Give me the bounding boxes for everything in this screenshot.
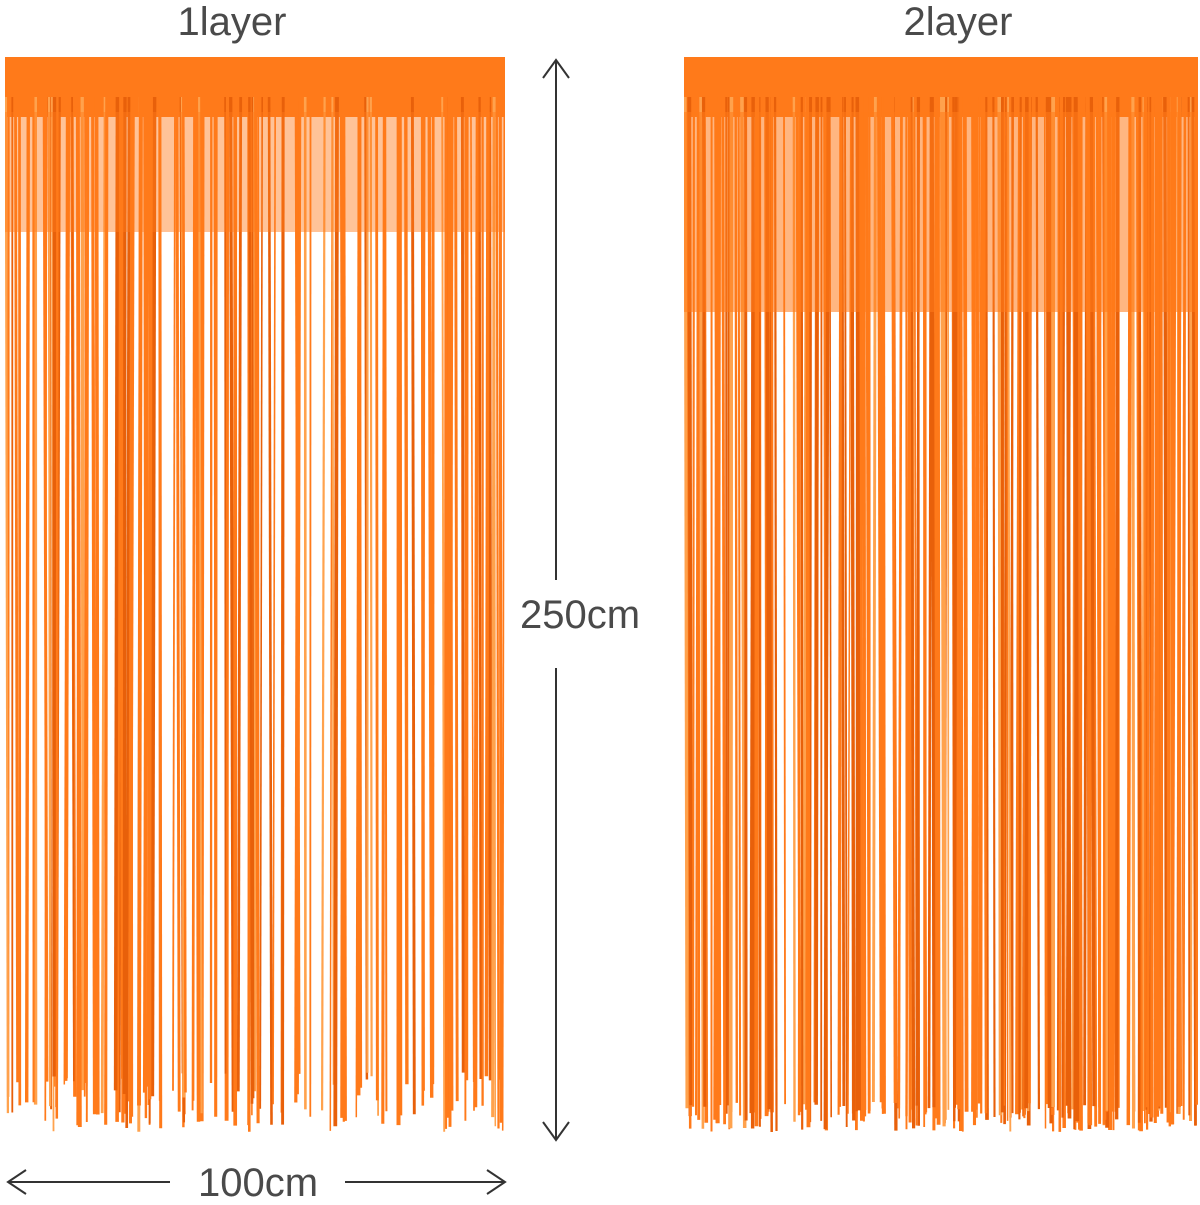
foil-strand [480, 97, 481, 1079]
foil-curtain-single-layer [5, 57, 505, 1152]
foil-strand [273, 97, 275, 1104]
width-arrow-left-head [8, 1170, 26, 1194]
foil-strand [423, 97, 424, 1091]
foil-curtain-double-layer-graphic [684, 57, 1198, 1152]
foil-strand [406, 97, 407, 1084]
foil-strand [139, 97, 141, 1106]
foil-strand [442, 97, 444, 1132]
height-arrow-bottom-head [543, 1122, 569, 1140]
foil-strand [495, 97, 496, 1126]
foil-strand [93, 97, 95, 1114]
foil-strand [238, 97, 240, 1091]
foil-strand [332, 97, 333, 1085]
height-arrow-top-head [543, 60, 569, 78]
curtain-upper-shading [5, 112, 505, 232]
width-dimension-label: 100cm [192, 1163, 324, 1203]
foil-strand [145, 97, 146, 1118]
foil-strand [503, 97, 505, 1131]
curtain-upper-shading [684, 112, 1198, 312]
foil-strand [49, 97, 50, 1106]
foil-strand [471, 97, 474, 1082]
height-dimension-label: 250cm [516, 595, 644, 635]
foil-strand [335, 97, 337, 1126]
foil-strand [54, 97, 55, 1077]
foil-strand [296, 97, 298, 1074]
foil-strand [383, 97, 385, 1124]
foil-strand [359, 97, 360, 1088]
curtain-label-1layer: 1layer [178, 2, 287, 42]
foil-strand [116, 97, 118, 1090]
foil-strand [462, 97, 463, 1073]
foil-curtain-double-layer [684, 57, 1198, 1152]
foil-strand [231, 97, 234, 1112]
foil-strand [497, 97, 499, 1129]
foil-strand [260, 97, 262, 1109]
foil-strand [385, 97, 386, 1111]
foil-strand [106, 97, 107, 1125]
foil-strand [269, 97, 271, 1125]
foil-strand [448, 97, 450, 1117]
foil-strand [377, 97, 378, 1100]
foil-strand [16, 97, 18, 1082]
foil-strand [486, 97, 488, 1076]
foil-strand [450, 97, 451, 1111]
foil-strand [124, 97, 125, 1094]
foil-strand [227, 97, 228, 1121]
foil-strand [82, 97, 83, 1090]
foil-strand [283, 97, 284, 1125]
foil-strand [342, 97, 344, 1118]
foil-strand [177, 97, 179, 1112]
foil-strand [197, 97, 199, 1122]
foil-strand [85, 97, 86, 1083]
foil-strand [429, 97, 432, 1098]
foil-strand [27, 97, 29, 1102]
foil-strand [78, 97, 80, 1127]
foil-strand [445, 97, 446, 1129]
foil-strand [500, 97, 501, 1123]
foil-strand [371, 97, 372, 1076]
foil-strand [456, 97, 458, 1101]
foil-curtain-single-layer-graphic [5, 57, 505, 1152]
foil-strand [322, 97, 325, 1110]
foil-strand [412, 97, 414, 1114]
foil-strand [173, 97, 175, 1091]
curtain-label-2layer: 2layer [904, 2, 1013, 42]
width-arrow-right-head [487, 1170, 505, 1194]
foil-strand [160, 97, 161, 1128]
foil-strand [97, 97, 98, 1115]
